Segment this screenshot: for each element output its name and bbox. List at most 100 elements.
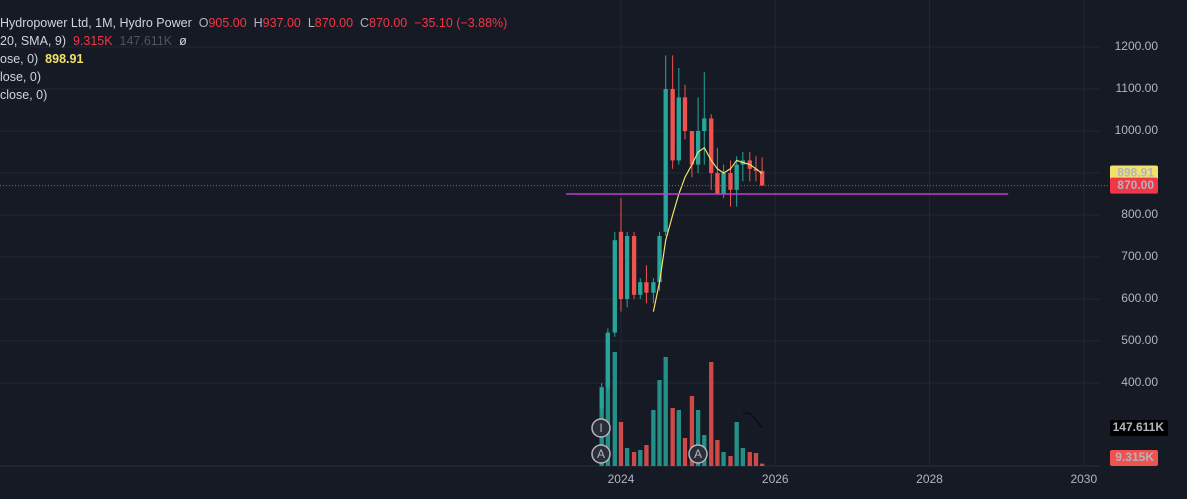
- candle-body: [624, 236, 630, 300]
- candle-body: [709, 118, 714, 174]
- volume-bar: [753, 452, 759, 466]
- volume-tag-bg: [1110, 450, 1158, 466]
- y-tick-label: 1200.00: [1115, 39, 1159, 53]
- y-tick-label: 500.00: [1121, 333, 1158, 347]
- price-tag: 870.00: [1110, 177, 1158, 194]
- volume-bar: [605, 333, 611, 466]
- candle-body: [670, 88, 675, 161]
- volume-bar: [721, 451, 726, 466]
- sma-line: [652, 146, 763, 312]
- y-tick-label: 400.00: [1121, 375, 1158, 389]
- event-marker[interactable]: A: [591, 444, 611, 464]
- candle-body: [689, 131, 695, 165]
- value: 870.00: [314, 16, 354, 30]
- volume-bar: [612, 352, 617, 466]
- event-label: A: [694, 447, 702, 461]
- volume-tag-text: 9.315K: [1115, 450, 1154, 464]
- y-tick-label: 1100.00: [1116, 81, 1159, 95]
- candle-body: [612, 240, 617, 333]
- value: 147.611K: [119, 34, 173, 48]
- volume-bar: [734, 422, 739, 466]
- change: −35.10 (−3.88%): [414, 16, 508, 30]
- event-label: I: [599, 421, 602, 435]
- icon[interactable]: ø: [179, 34, 187, 48]
- value: 905.00: [208, 16, 247, 30]
- key: L: [307, 16, 315, 30]
- candle-body: [734, 164, 739, 190]
- candle-body: [651, 282, 656, 293]
- x-tick-label: 2030: [1070, 472, 1097, 486]
- legend: Hydropower Ltd, 1M, Hydro Power O905.00 …: [0, 14, 507, 104]
- candle-body: [605, 332, 611, 388]
- symbol: Hydropower Ltd, 1M, Hydro Power: [0, 16, 192, 30]
- volume-bar: [715, 439, 720, 466]
- volume-tag: 9.315K: [1110, 450, 1158, 466]
- value: 870.00: [369, 16, 408, 30]
- y-tick-label: 800.00: [1121, 207, 1158, 221]
- key: H: [253, 16, 263, 30]
- volume-bar: [759, 463, 765, 466]
- legend-row: close, 0): [0, 86, 507, 104]
- candle-body: [644, 282, 649, 293]
- event-marker[interactable]: I: [591, 418, 611, 438]
- volume-bar: [740, 448, 746, 466]
- y-tick-label: 600.00: [1121, 291, 1158, 305]
- indicator: close, 0): [0, 88, 48, 102]
- candle-body: [599, 387, 604, 409]
- volume-bar: [670, 408, 675, 466]
- volume-bar: [657, 379, 662, 466]
- event-circle: [688, 444, 708, 464]
- key: C: [359, 16, 370, 30]
- x-tick-label: 2024: [608, 472, 635, 486]
- candle-body: [682, 97, 688, 132]
- volume-bar: [728, 456, 733, 466]
- x-tick-label: 2028: [916, 472, 943, 486]
- sma-tag: 898.91: [1110, 165, 1158, 182]
- sma-tag-text: 898.91: [1117, 166, 1154, 180]
- event-marker[interactable]: A: [688, 444, 708, 464]
- volume-bar: [663, 357, 668, 466]
- volume-bar: [676, 410, 681, 466]
- legend-row: 20, SMA, 9) 9.315K 147.611K ø: [0, 32, 507, 50]
- candle-body: [721, 173, 726, 195]
- candle-body: [657, 236, 662, 283]
- volume-bar: [631, 451, 637, 466]
- volume-bar: [651, 410, 656, 466]
- candle-body: [631, 236, 637, 295]
- volume-bar: [709, 361, 714, 466]
- candle-body: [618, 231, 624, 300]
- candle-body: [715, 173, 720, 195]
- candle-body: [663, 88, 668, 232]
- candle-body: [695, 131, 701, 165]
- volume-bar: [624, 448, 630, 466]
- volume-bar: [644, 444, 649, 466]
- volume-bar: [689, 396, 695, 466]
- volume-bar: [682, 437, 688, 466]
- indicator: 20, SMA, 9): [0, 34, 66, 48]
- value: 898.91: [45, 52, 84, 66]
- sma-tag-bg: [1110, 165, 1158, 182]
- key: O: [198, 16, 209, 30]
- x-tick-label: 2026: [762, 472, 789, 486]
- volume-ma-tag: 147.611K: [1110, 420, 1168, 437]
- candle-body: [753, 168, 759, 171]
- candle-body: [676, 97, 681, 161]
- legend-row: lose, 0): [0, 68, 507, 86]
- y-tick-label: 700.00: [1121, 249, 1158, 263]
- price-tag-bg: [1110, 177, 1158, 194]
- legend-row: Hydropower Ltd, 1M, Hydro Power O905.00 …: [0, 14, 507, 32]
- candle-body: [702, 118, 707, 132]
- value: 9.315K: [72, 34, 113, 48]
- event-label: A: [597, 447, 605, 461]
- volume-bar: [638, 449, 643, 466]
- candle-body: [728, 173, 733, 190]
- indicator: lose, 0): [0, 70, 41, 84]
- volume-bar: [618, 422, 624, 466]
- candle-body: [759, 170, 765, 186]
- legend-row: ose, 0) 898.91: [0, 50, 507, 68]
- volume-ma-tag-bg: [1110, 420, 1168, 437]
- indicator: ose, 0): [0, 52, 39, 66]
- y-tick-label: 1000.00: [1115, 123, 1159, 137]
